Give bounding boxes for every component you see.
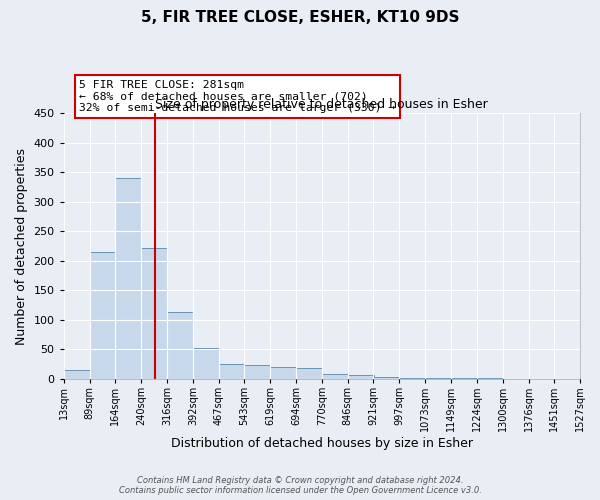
Bar — [322, 374, 348, 379]
Bar — [244, 366, 271, 379]
Bar — [115, 178, 141, 379]
Bar — [399, 378, 425, 379]
Bar — [167, 312, 193, 379]
Bar — [218, 364, 244, 379]
Bar — [425, 378, 451, 379]
Bar — [296, 368, 322, 379]
Bar — [193, 348, 219, 379]
Bar — [476, 378, 503, 379]
X-axis label: Distribution of detached houses by size in Esher: Distribution of detached houses by size … — [171, 437, 473, 450]
Bar — [451, 378, 477, 379]
Bar — [89, 252, 116, 379]
Bar — [271, 367, 296, 379]
Text: Contains HM Land Registry data © Crown copyright and database right 2024.
Contai: Contains HM Land Registry data © Crown c… — [119, 476, 481, 495]
Y-axis label: Number of detached properties: Number of detached properties — [15, 148, 28, 344]
Text: 5 FIR TREE CLOSE: 281sqm
← 68% of detached houses are smaller (702)
32% of semi-: 5 FIR TREE CLOSE: 281sqm ← 68% of detach… — [79, 80, 395, 113]
Bar — [141, 248, 167, 379]
Text: 5, FIR TREE CLOSE, ESHER, KT10 9DS: 5, FIR TREE CLOSE, ESHER, KT10 9DS — [141, 10, 459, 25]
Bar — [64, 370, 89, 379]
Bar — [348, 376, 374, 379]
Bar — [373, 376, 399, 379]
Title: Size of property relative to detached houses in Esher: Size of property relative to detached ho… — [155, 98, 488, 110]
